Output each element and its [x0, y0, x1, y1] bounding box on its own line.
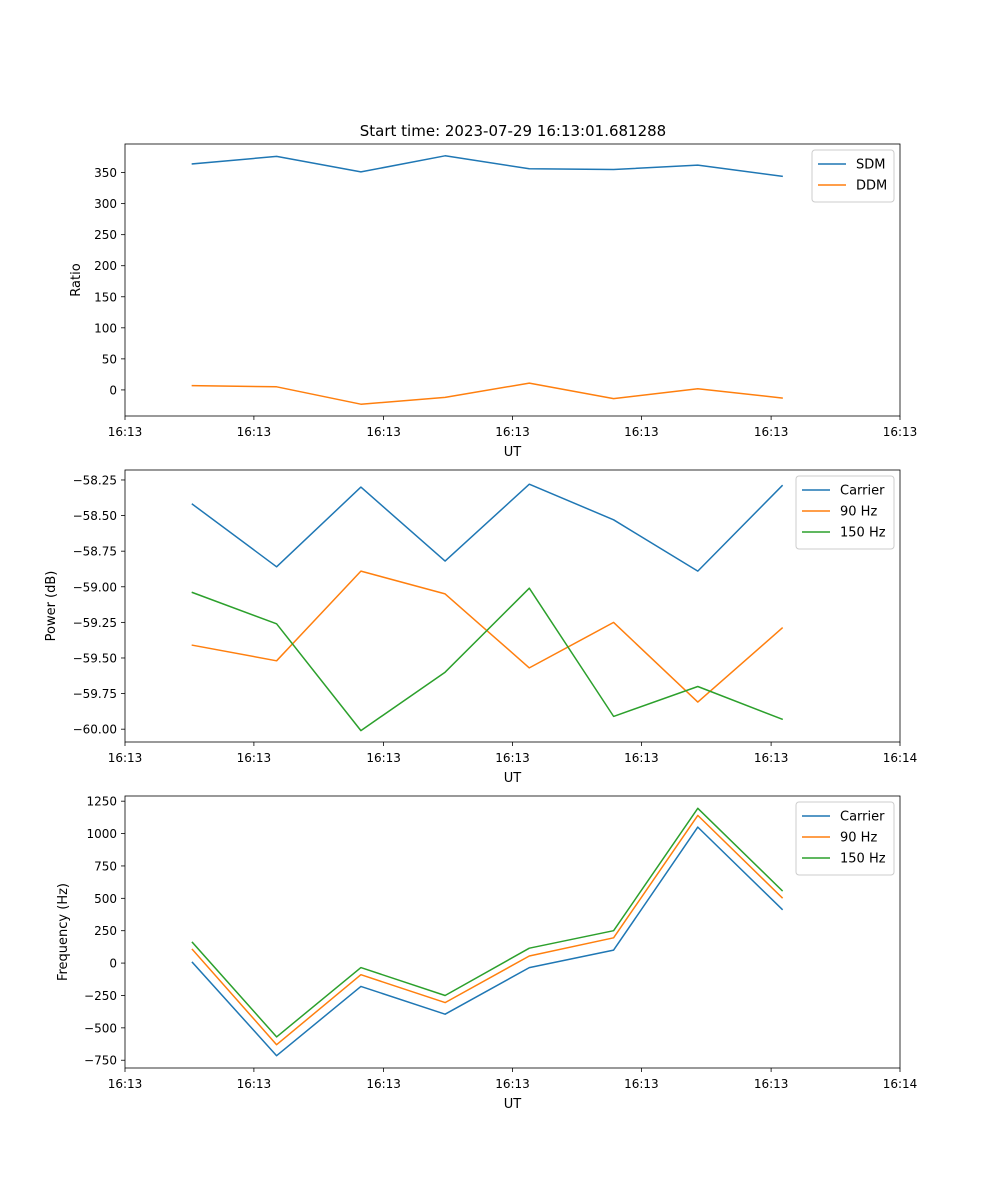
y-tick-label: 250: [94, 924, 117, 938]
x-tick-label: 16:13: [366, 1077, 401, 1091]
y-tick-label: 1250: [86, 795, 117, 809]
x-tick-label: 16:13: [754, 425, 789, 439]
x-tick-label: 16:13: [495, 751, 530, 765]
x-tick-label: 16:13: [366, 425, 401, 439]
legend-frame: [795, 801, 895, 876]
x-tick-label: 16:13: [624, 751, 659, 765]
y-tick-label: −59.00: [73, 580, 117, 594]
legend-label: 150 Hz: [840, 852, 886, 867]
y-tick-label: 500: [94, 892, 117, 906]
x-axis-label: UT: [504, 1097, 522, 1112]
subplot-3: 16:13 16:13 16:13 16:13 16:13 16:13 16:14 −750 −…: [56, 795, 917, 1112]
subplot-2: 16:13 16:13 16:13 16:13 16:13 16:13 16:14 −60.0…: [44, 469, 918, 786]
legend-label: Carrier: [840, 810, 885, 825]
series-line-90-hz: [191, 814, 784, 1046]
y-tick-label: 100: [94, 321, 117, 335]
x-tick-label: 16:13: [237, 1077, 272, 1091]
y-axis-label: Frequency (Hz): [56, 883, 71, 981]
x-tick-label: 16:13: [495, 1077, 530, 1091]
x-tick-label: 16:13: [108, 751, 143, 765]
x-tick-label: 16:13: [495, 425, 530, 439]
y-tick-label: 0: [109, 383, 117, 397]
legend-label: DDM: [856, 179, 887, 194]
x-tick-label: 16:13: [108, 425, 143, 439]
x-tick-label: 16:13: [624, 425, 659, 439]
series-line-carrier: [191, 483, 784, 572]
y-tick-label: 750: [94, 859, 117, 873]
series-line-150-hz: [191, 587, 784, 732]
y-tick-label: −58.75: [73, 545, 117, 559]
legend-label: Carrier: [840, 484, 885, 499]
y-tick-label: 50: [102, 352, 117, 366]
x-tick-label: 16:13: [624, 1077, 659, 1091]
series-line-carrier: [191, 826, 784, 1057]
x-tick-label: 16:13: [883, 425, 918, 439]
y-tick-label: 300: [94, 197, 117, 211]
x-tick-label: 16:13: [237, 751, 272, 765]
y-tick-label: −58.50: [73, 509, 117, 523]
legend-label: SDM: [856, 158, 885, 173]
y-tick-label: 1000: [86, 827, 117, 841]
legend-label: 90 Hz: [840, 505, 877, 520]
legend-frame: [811, 149, 895, 203]
subplots: 16:13 16:13 16:13 16:13 16:13 16:13 16:13 0 50 10…: [44, 143, 918, 1112]
y-tick-label: 0: [109, 957, 117, 971]
x-tick-label: 16:13: [366, 751, 401, 765]
y-axis-label: Power (dB): [44, 571, 59, 642]
legend-label: 90 Hz: [840, 831, 877, 846]
x-axis-label: UT: [504, 771, 522, 786]
series-line-ddm: [191, 382, 783, 405]
y-tick-label: −250: [84, 989, 117, 1003]
subplot-1: 16:13 16:13 16:13 16:13 16:13 16:13 16:13 0 50 10…: [69, 143, 918, 460]
x-tick-label: 16:13: [237, 425, 272, 439]
y-tick-label: −58.25: [73, 473, 117, 487]
legend: SDM DDM: [811, 149, 895, 203]
y-tick-label: 250: [94, 228, 117, 242]
x-tick-label: 16:14: [883, 751, 918, 765]
y-tick-label: −59.25: [73, 616, 117, 630]
legend: Carrier 90 Hz 150 Hz: [795, 475, 895, 550]
y-tick-label: 350: [94, 166, 117, 180]
y-tick-label: −60.00: [73, 723, 117, 737]
y-tick-label: −59.75: [73, 687, 117, 701]
y-tick-label: 200: [94, 259, 117, 273]
legend-label: 150 Hz: [840, 526, 886, 541]
x-axis-label: UT: [504, 445, 522, 460]
x-tick-label: 16:14: [883, 1077, 918, 1091]
series-line-sdm: [191, 155, 783, 178]
y-tick-label: −500: [84, 1021, 117, 1035]
y-tick-label: −59.50: [73, 651, 117, 665]
x-tick-label: 16:13: [108, 1077, 143, 1091]
y-axis-label: Ratio: [69, 263, 84, 296]
series-line-150-hz: [191, 807, 784, 1038]
y-tick-label: 150: [94, 290, 117, 304]
y-tick-label: −750: [84, 1054, 117, 1068]
legend-frame: [795, 475, 895, 550]
legend: Carrier 90 Hz 150 Hz: [795, 801, 895, 876]
x-tick-label: 16:13: [754, 1077, 789, 1091]
x-tick-label: 16:13: [754, 751, 789, 765]
figure-title: Start time: 2023-07-29 16:13:01.681288: [360, 122, 666, 140]
